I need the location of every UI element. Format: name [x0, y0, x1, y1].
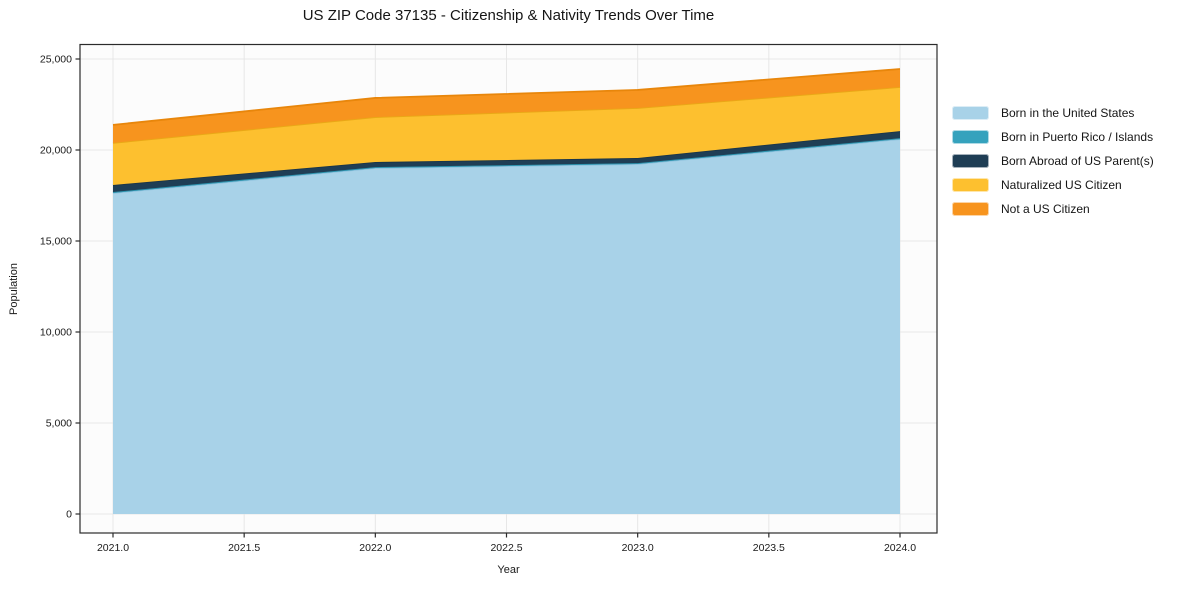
y-tick-label: 15,000	[40, 236, 72, 248]
legend-item: Born in the United States	[952, 101, 1154, 125]
y-tick-label: 5,000	[46, 418, 72, 430]
x-tick-label: 2022.5	[490, 542, 522, 554]
x-tick-label: 2024.0	[884, 542, 916, 554]
legend-item: Born Abroad of US Parent(s)	[952, 149, 1154, 173]
x-tick-label: 2021.0	[97, 542, 129, 554]
legend-label: Naturalized US Citizen	[1001, 178, 1122, 192]
legend-swatch-icon	[952, 130, 989, 144]
legend-item: Naturalized US Citizen	[952, 173, 1154, 197]
legend-swatch-icon	[952, 202, 989, 216]
x-tick-label: 2023.0	[622, 542, 654, 554]
y-tick-label: 25,000	[40, 54, 72, 66]
legend-label: Born Abroad of US Parent(s)	[1001, 154, 1154, 168]
legend-swatch-icon	[952, 154, 989, 168]
legend-item: Born in Puerto Rico / Islands	[952, 125, 1154, 149]
legend-swatch-icon	[952, 106, 989, 120]
x-tick-label: 2021.5	[228, 542, 260, 554]
y-tick-label: 10,000	[40, 327, 72, 339]
area-not-a-us-citizen	[113, 69, 900, 143]
y-axis-label: Population	[8, 263, 20, 315]
legend: Born in the United States Born in Puerto …	[952, 101, 1154, 221]
legend-label: Born in the United States	[1001, 106, 1135, 120]
edge-not-a-us-citizen	[112, 68, 901, 126]
legend-label: Born in Puerto Rico / Islands	[1001, 130, 1154, 144]
x-tick-label: 2022.0	[359, 542, 391, 554]
legend-item: Not a US Citizen	[952, 197, 1154, 221]
x-axis-label: Year	[497, 564, 520, 576]
area-born-in-the-united-states	[113, 139, 900, 514]
chart-title: US ZIP Code 37135 - Citizenship & Nativi…	[302, 7, 715, 24]
x-tick-label: 2023.5	[753, 542, 785, 554]
y-tick-label: 20,000	[40, 145, 72, 157]
y-tick-label: 0	[66, 509, 72, 521]
area-born-abroad-of-us-parent-s-	[113, 131, 900, 193]
legend-label: Not a US Citizen	[1001, 202, 1090, 216]
legend-swatch-icon	[952, 178, 989, 192]
plot-border	[79, 43, 938, 534]
area-naturalized-us-citizen	[113, 87, 900, 185]
